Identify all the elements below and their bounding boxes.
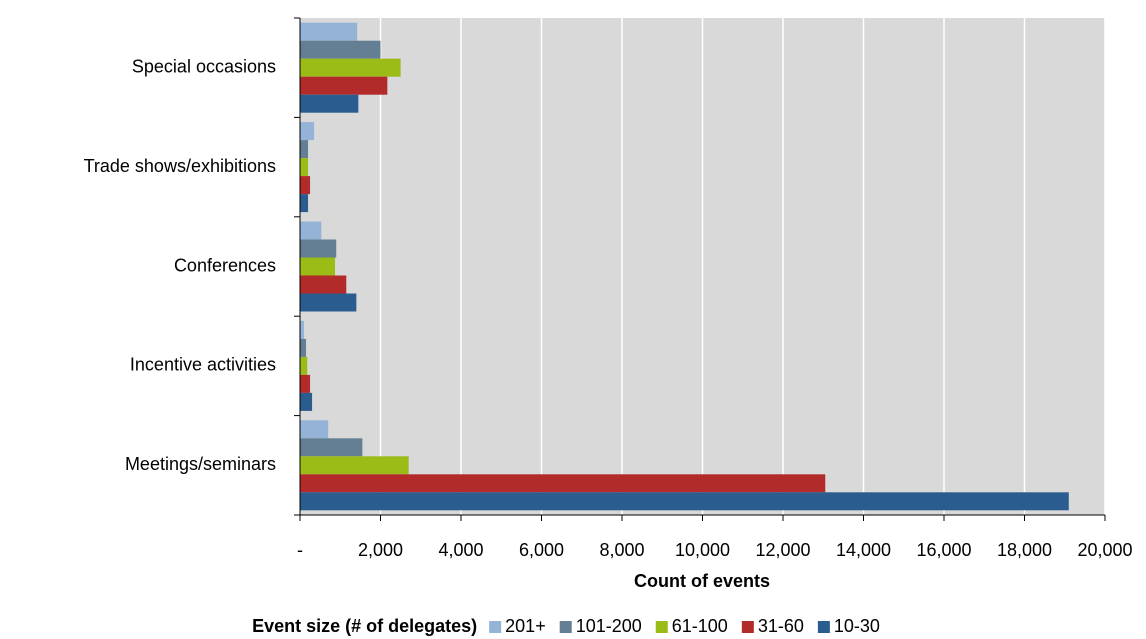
bar bbox=[300, 22, 358, 41]
bar bbox=[300, 338, 307, 357]
bar bbox=[300, 58, 401, 77]
legend-label: 61-100 bbox=[672, 616, 728, 636]
bar bbox=[300, 76, 388, 95]
x-axis-title: Count of events bbox=[634, 571, 770, 591]
bar bbox=[300, 239, 337, 258]
x-tick-label: 20,000 bbox=[1077, 540, 1132, 560]
legend-label: 201+ bbox=[505, 616, 546, 636]
x-tick-label: 4,000 bbox=[438, 540, 483, 560]
bar bbox=[300, 275, 347, 294]
x-tick-label: 2,000 bbox=[358, 540, 403, 560]
bar bbox=[300, 40, 381, 59]
legend-swatch bbox=[817, 621, 830, 633]
bar bbox=[300, 456, 409, 475]
x-tick-label: 14,000 bbox=[836, 540, 891, 560]
bar bbox=[300, 257, 336, 276]
x-tick-label: 8,000 bbox=[599, 540, 644, 560]
legend-label: 101-200 bbox=[576, 616, 642, 636]
bar bbox=[300, 122, 315, 141]
legend-swatch bbox=[559, 621, 572, 633]
bar bbox=[300, 492, 1069, 511]
bar bbox=[300, 94, 359, 113]
legend-label: 10-30 bbox=[834, 616, 880, 636]
legend-swatch bbox=[741, 621, 754, 633]
x-tick-label: 18,000 bbox=[997, 540, 1052, 560]
bar bbox=[300, 420, 329, 439]
x-tick-label: - bbox=[297, 540, 303, 560]
bar bbox=[300, 474, 826, 493]
bar bbox=[300, 140, 309, 159]
legend-swatch bbox=[655, 621, 668, 633]
bar bbox=[300, 293, 357, 312]
legend-title: Event size (# of delegates) bbox=[252, 616, 477, 636]
legend-swatch bbox=[489, 621, 502, 633]
bar bbox=[300, 158, 309, 177]
bar bbox=[300, 438, 363, 457]
x-tick-label: 16,000 bbox=[916, 540, 971, 560]
y-tick-label: Conferences bbox=[174, 255, 276, 275]
legend-label: 31-60 bbox=[758, 616, 804, 636]
y-tick-label: Special occasions bbox=[132, 56, 276, 76]
bar bbox=[300, 356, 308, 375]
bar bbox=[300, 176, 311, 195]
bar bbox=[300, 392, 313, 411]
y-tick-label: Trade shows/exhibitions bbox=[84, 156, 276, 176]
x-tick-label: 12,000 bbox=[755, 540, 810, 560]
bar bbox=[300, 221, 322, 240]
x-tick-label: 6,000 bbox=[519, 540, 564, 560]
y-tick-label: Incentive activities bbox=[130, 355, 276, 375]
bar bbox=[300, 194, 309, 213]
bar bbox=[300, 374, 311, 393]
y-tick-label: Meetings/seminars bbox=[125, 454, 276, 474]
bar bbox=[300, 320, 305, 339]
x-tick-label: 10,000 bbox=[675, 540, 730, 560]
